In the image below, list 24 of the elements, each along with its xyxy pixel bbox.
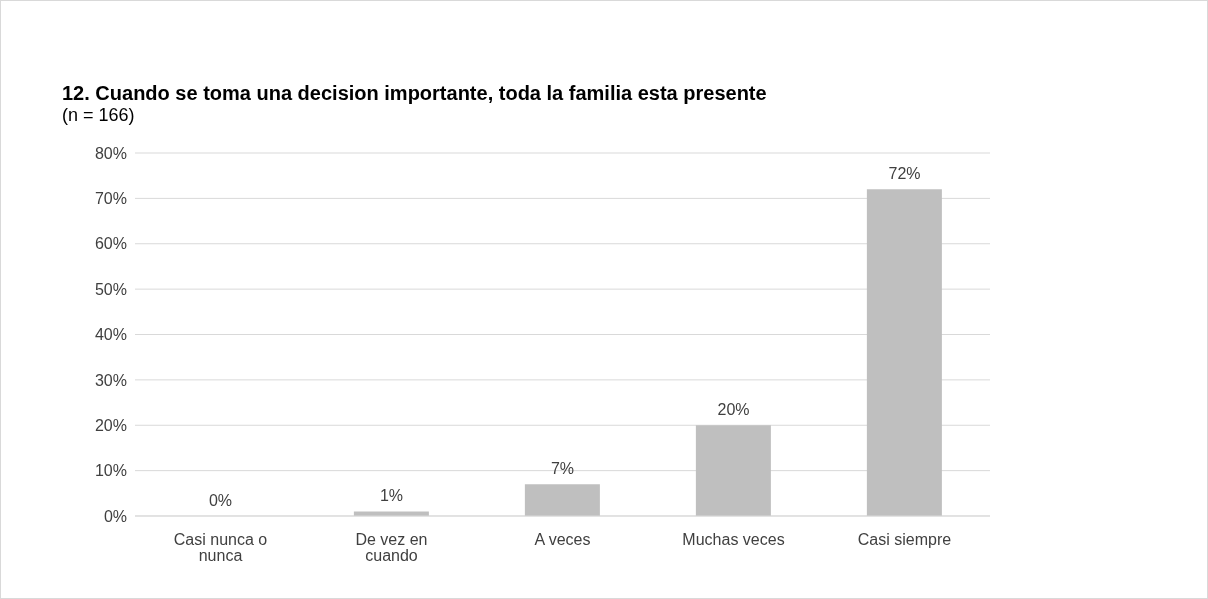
data-label: 1% bbox=[379, 487, 404, 505]
y-tick-label: 20% bbox=[94, 416, 127, 434]
y-tick-label: 70% bbox=[94, 190, 127, 208]
y-tick-label: 30% bbox=[94, 371, 127, 389]
y-tick-label: 50% bbox=[94, 280, 127, 298]
y-tick-label: 80% bbox=[94, 144, 127, 162]
x-tick-label: Muchas veces bbox=[682, 531, 785, 549]
data-label: 0% bbox=[208, 492, 233, 509]
data-label: 20% bbox=[717, 401, 750, 419]
x-tick-label: Casi siempre bbox=[857, 531, 952, 549]
chart-title: 12. Cuando se toma una decision importante, toda la familia esta presente bbox=[62, 82, 767, 105]
x-tick-label: De vez en cuando bbox=[355, 531, 428, 565]
data-label: 72% bbox=[888, 165, 921, 183]
bar bbox=[524, 484, 600, 516]
y-tick-label: 40% bbox=[94, 326, 127, 344]
chart-subtitle: (n = 166) bbox=[62, 105, 136, 126]
y-tick-label: 60% bbox=[94, 235, 127, 253]
bar bbox=[695, 425, 771, 516]
x-tick-label: A veces bbox=[534, 531, 591, 549]
data-label: 7% bbox=[550, 460, 575, 478]
x-tick-label: Casi nunca o nunca bbox=[173, 531, 268, 565]
y-tick-label: 0% bbox=[103, 507, 127, 525]
bar bbox=[866, 189, 942, 516]
y-tick-label: 10% bbox=[94, 462, 127, 480]
